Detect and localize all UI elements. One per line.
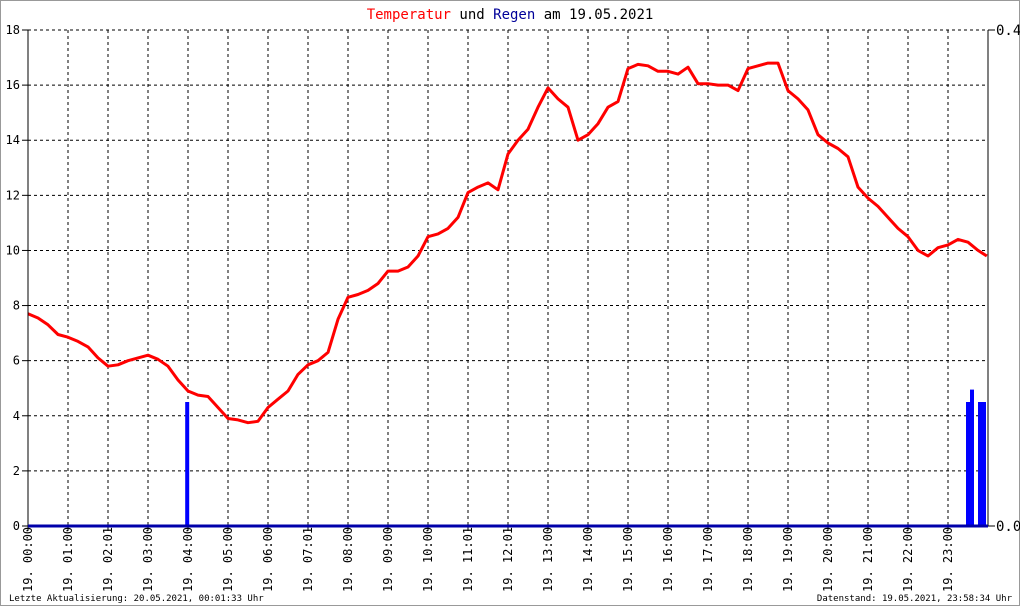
y-tick-label: 2	[13, 464, 20, 478]
rain-bar	[982, 402, 986, 526]
y2-tick-label: 0.0	[996, 519, 1020, 535]
x-tick-label: 19. 11:01	[461, 527, 475, 592]
y-tick-label: 18	[6, 23, 20, 37]
title-date: am 19.05.2021	[535, 7, 653, 23]
axes: 0 2 4 6 8 10 12 14 16 18 19. 00:00 19. 01:00 19. 02:…	[6, 23, 1020, 592]
x-tick-label: 19. 22:00	[901, 527, 915, 592]
x-tick-label: 19. 09:00	[381, 527, 395, 592]
x-tick-label: 19. 14:00	[581, 527, 595, 592]
x-tick-label: 19. 18:00	[741, 527, 755, 592]
rain-bar	[966, 402, 970, 526]
x-tick-label: 19. 21:00	[861, 527, 875, 592]
title-regen: Regen	[493, 7, 535, 23]
chart-title: Temperatur und Regen am 19.05.2021	[367, 7, 654, 23]
y2-tick-label: 0.4	[996, 23, 1020, 39]
x-tick-label: 19. 04:00	[181, 527, 195, 592]
footer-last-update: Letzte Aktualisierung: 20.05.2021, 00:01…	[9, 594, 264, 604]
title-und: und	[451, 7, 493, 23]
x-tick-label: 19. 16:00	[661, 527, 675, 592]
title-temperatur: Temperatur	[367, 7, 451, 23]
grid	[28, 29, 988, 526]
x-tick-label: 19. 23:00	[941, 527, 955, 592]
x-tick-label: 19. 01:00	[61, 527, 75, 592]
x-tick-label: 19. 07:01	[301, 527, 315, 592]
rain-bars	[185, 389, 986, 526]
rain-bar	[978, 402, 982, 526]
y-tick-label: 8	[13, 299, 20, 313]
x-tick-label: 19. 20:00	[821, 527, 835, 592]
y-tick-label: 6	[13, 354, 20, 368]
y-tick-label: 4	[13, 409, 20, 423]
x-tick-label: 19. 02:01	[101, 527, 115, 592]
x-tick-label: 19. 17:00	[701, 527, 715, 592]
y-tick-label: 10	[6, 243, 20, 257]
x-tick-label: 19. 10:00	[421, 527, 435, 592]
temperature-series	[27, 61, 988, 425]
y-tick-label: 0	[13, 519, 20, 533]
rain-bar	[185, 402, 190, 526]
temperature-line	[27, 61, 988, 425]
y-tick-label: 14	[6, 133, 20, 147]
x-tick-label: 19. 05:00	[221, 527, 235, 592]
x-tick-label: 19. 19:00	[781, 527, 795, 592]
rain-bar	[970, 389, 974, 526]
footer-data-state: Datenstand: 19.05.2021, 23:58:34 Uhr	[817, 594, 1013, 604]
x-tick-label: 19. 12:01	[501, 527, 515, 592]
y-tick-label: 16	[6, 78, 20, 92]
x-tick-label: 19. 08:00	[341, 527, 355, 592]
x-tick-label: 19. 00:00	[21, 527, 35, 592]
y-tick-label: 12	[6, 188, 20, 202]
x-tick-label: 19. 03:00	[141, 527, 155, 592]
x-tick-label: 19. 13:00	[541, 527, 555, 592]
x-tick-label: 19. 15:00	[621, 527, 635, 592]
x-tick-label: 19. 06:00	[261, 527, 275, 592]
